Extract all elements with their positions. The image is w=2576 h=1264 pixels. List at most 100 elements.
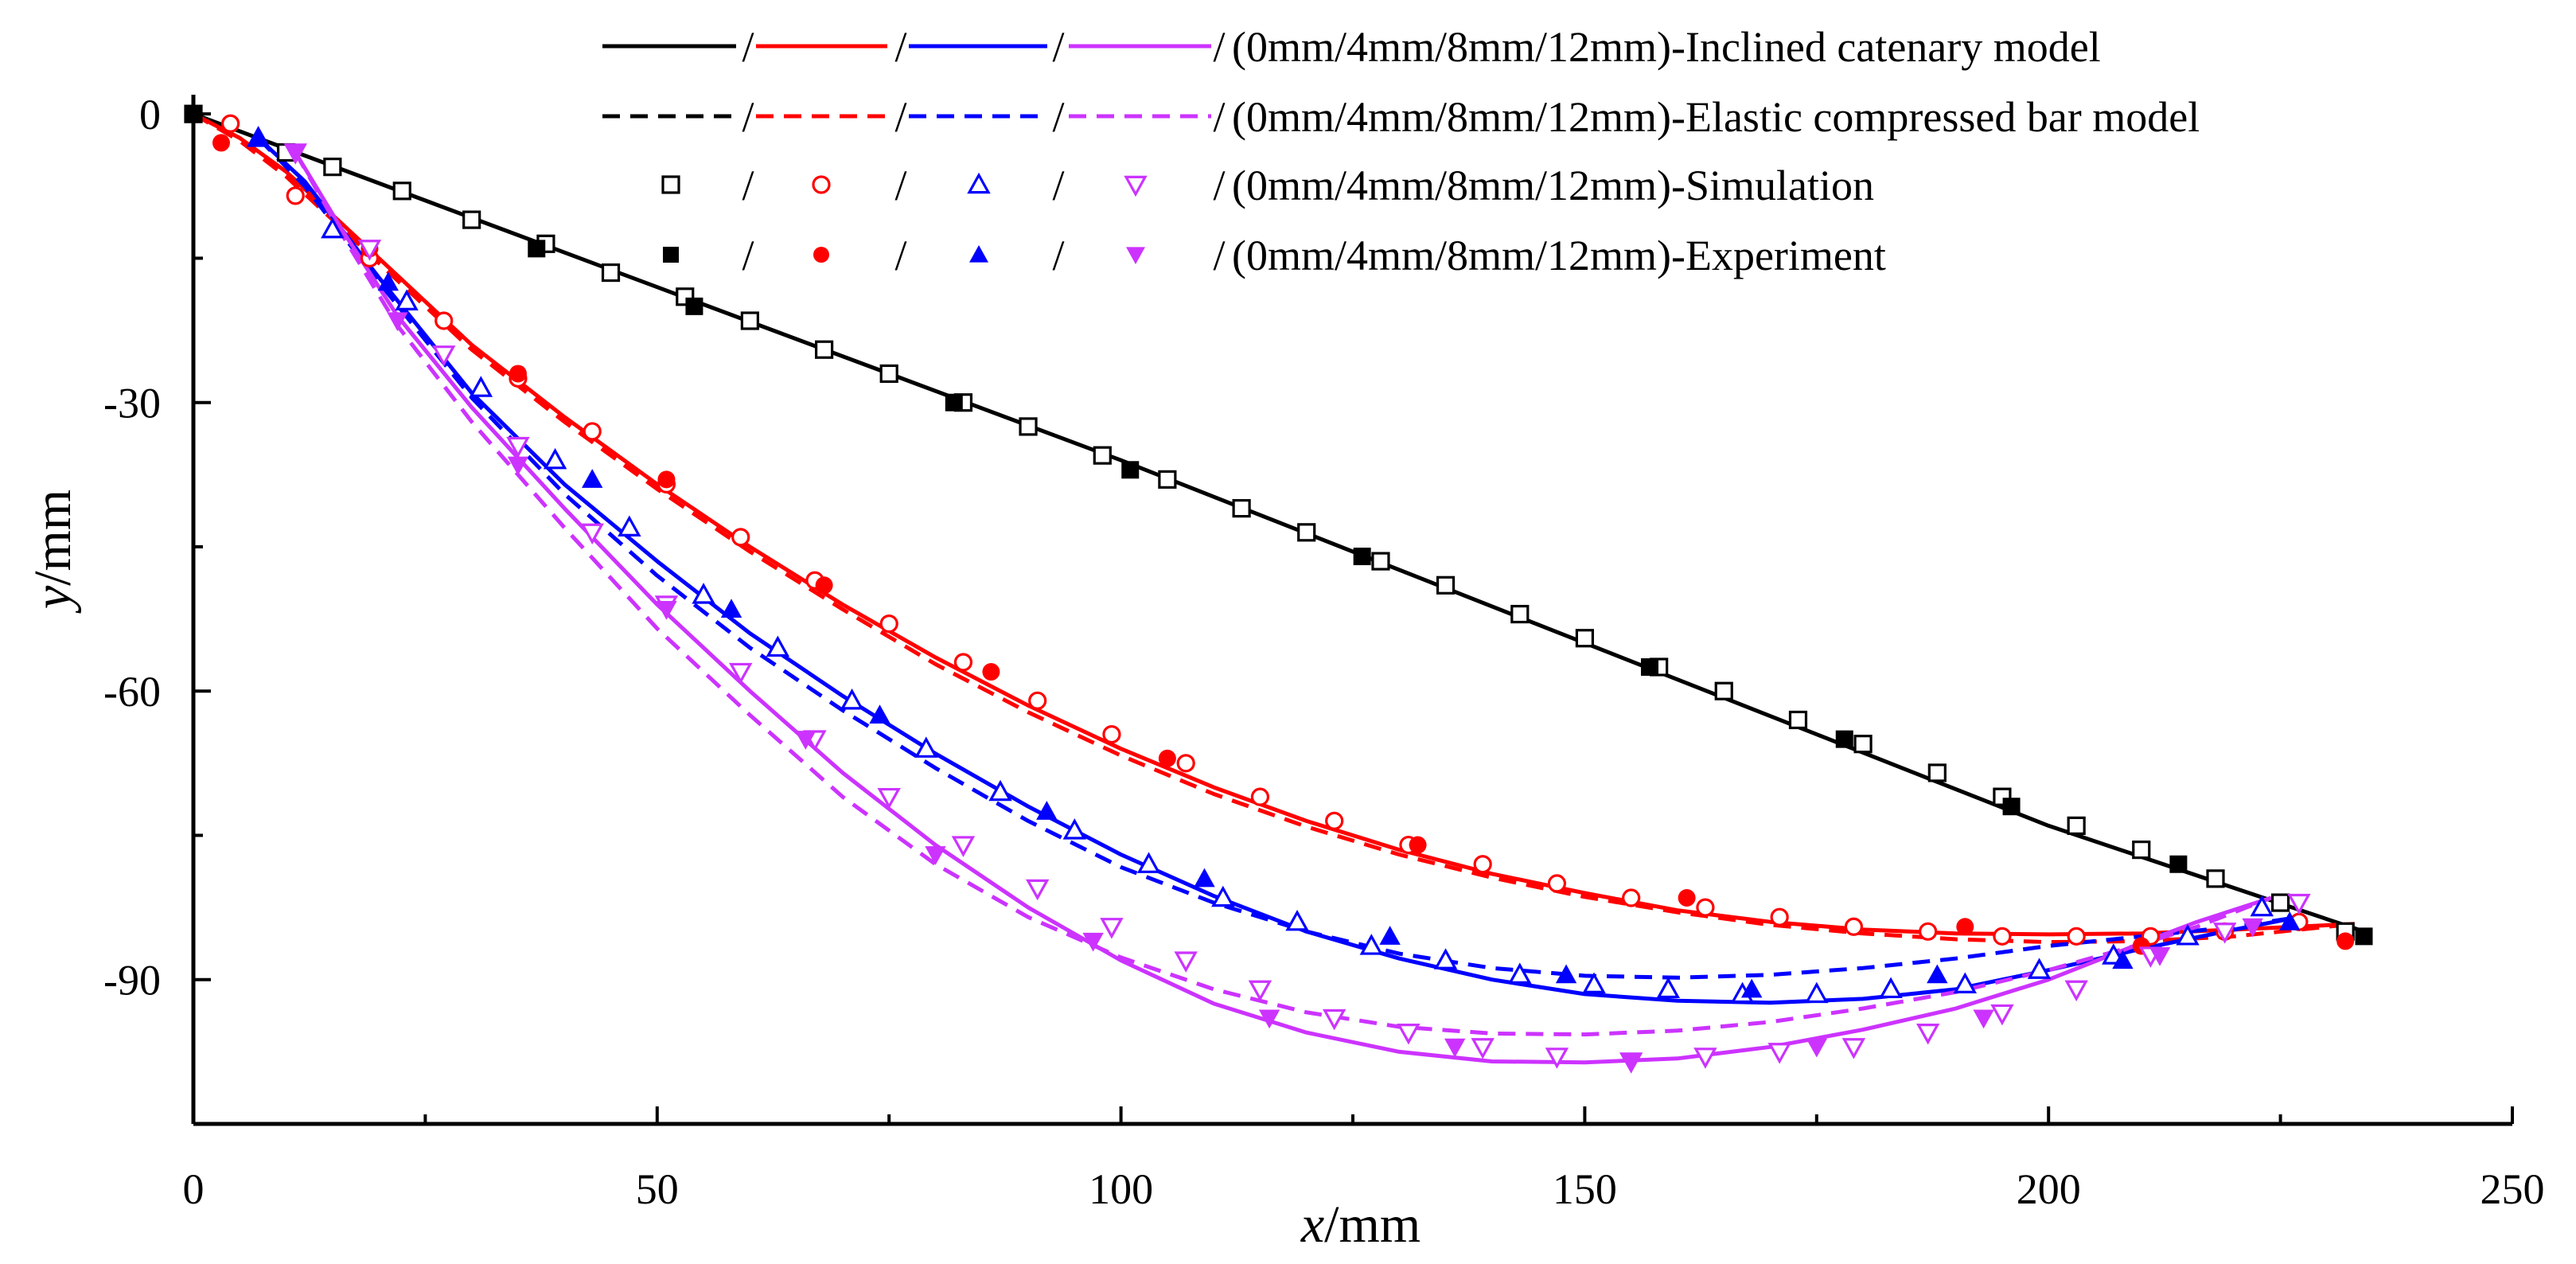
data-point	[1211, 885, 1235, 907]
data-point	[877, 787, 901, 810]
data-point	[2027, 958, 2052, 979]
x-axis-var: x	[1300, 1196, 1324, 1254]
data-point	[1285, 909, 1309, 931]
x-axis-title: x/mm	[1300, 1196, 1421, 1254]
y-tick-label: -60	[103, 668, 161, 716]
data-point	[601, 263, 621, 283]
data-point	[2336, 932, 2355, 950]
data-point	[357, 240, 382, 261]
legend-row-solid: / / / / (0mm/4mm/8mm/12mm)-Inclined catenary…	[602, 23, 2101, 71]
legend-label: (0mm/4mm/8mm/12mm)-Inclined catenary mod…	[1232, 23, 2101, 71]
data-point	[1953, 972, 1978, 993]
data-point	[1136, 852, 1161, 873]
data-point	[435, 311, 454, 330]
data-point	[2002, 798, 2021, 816]
data-point	[1973, 1009, 1994, 1029]
data-point	[720, 599, 742, 618]
data-point	[740, 311, 759, 330]
data-point	[815, 340, 834, 359]
data-point	[1547, 874, 1567, 893]
data-point	[1433, 948, 1458, 969]
ticks: 0 50 100 150 200 250 0 -30 -60 -90	[103, 91, 2544, 1213]
data-point	[528, 240, 546, 258]
data-point	[1805, 981, 1829, 1004]
legend-row-open: / / / / (0mm/4mm/8mm/12mm)-Simulation	[661, 162, 1874, 209]
data-point	[656, 600, 677, 620]
data-point	[583, 422, 602, 441]
data-point	[506, 436, 530, 458]
data-point	[1582, 972, 1606, 993]
data-point	[1927, 763, 1947, 782]
data-point	[2242, 918, 2263, 938]
data-point	[766, 635, 790, 657]
data-point	[2287, 893, 2311, 915]
data-point	[2176, 924, 2200, 946]
data-point	[221, 114, 240, 133]
data-point	[1158, 749, 1176, 767]
data-point	[731, 528, 750, 547]
legend-separator: /	[1052, 93, 1064, 141]
plot-area	[184, 104, 2373, 1074]
data-point	[1297, 523, 1316, 542]
series-line-4mm-elastic-compressed-bar-model	[192, 112, 2356, 945]
data-point	[685, 297, 703, 315]
data-point	[1879, 977, 1903, 999]
legend-separator: /	[742, 93, 754, 141]
data-point	[1841, 1038, 1866, 1059]
legend-separator: /	[1213, 162, 1225, 209]
data-point	[2067, 816, 2086, 835]
data-point	[1062, 818, 1087, 840]
data-point	[1359, 934, 1384, 955]
data-point	[1993, 927, 2012, 946]
data-point	[1082, 932, 1104, 952]
data-point	[392, 181, 411, 201]
data-point	[1620, 1052, 1642, 1072]
data-point	[387, 312, 408, 332]
data-point	[507, 456, 529, 476]
data-point	[988, 779, 1012, 802]
series-line-12mm-elastic-compressed-bar-model	[294, 151, 2272, 1037]
data-point	[2250, 895, 2274, 917]
data-point	[2132, 841, 2151, 860]
data-point	[1788, 710, 1808, 730]
legend-separator: /	[894, 23, 906, 71]
data-point	[2271, 893, 2290, 912]
data-point	[462, 210, 481, 229]
data-point	[1121, 461, 1140, 479]
x-tick-label: 250	[2481, 1165, 2545, 1213]
x-tick-label: 50	[636, 1165, 679, 1213]
legend-separator: /	[894, 93, 906, 141]
data-point	[286, 186, 305, 205]
data-point	[1835, 730, 1853, 748]
legend-marker-8mm	[967, 172, 991, 194]
data-point	[840, 689, 864, 710]
legend-separator: /	[1052, 23, 1064, 71]
legend-separator: /	[1213, 23, 1225, 71]
data-point	[953, 653, 973, 672]
data-point	[1471, 1038, 1495, 1059]
data-point	[2212, 923, 2237, 944]
data-point	[657, 470, 676, 489]
data-point	[1036, 801, 1058, 820]
data-point	[1250, 787, 1270, 806]
data-point	[247, 127, 269, 146]
legend-marker-4mm	[812, 175, 831, 194]
data-point	[1678, 889, 1696, 907]
data-point	[869, 704, 890, 724]
data-point	[1232, 499, 1251, 518]
data-point	[1100, 918, 1124, 939]
data-point	[1194, 868, 1215, 888]
data-point	[1248, 980, 1272, 1002]
series-points-12mm-experiment	[285, 143, 2263, 1072]
data-point	[321, 217, 345, 239]
data-point	[323, 158, 342, 177]
data-point	[1640, 658, 1658, 677]
data-point	[2169, 855, 2188, 873]
legend-separator: /	[1052, 232, 1064, 279]
data-point	[1767, 1043, 1791, 1064]
data-point	[1473, 855, 1492, 874]
series-line-8mm-elastic-compressed-bar-model	[256, 136, 2300, 980]
data-point	[945, 393, 963, 412]
data-point	[469, 376, 493, 397]
data-point	[2149, 946, 2171, 966]
